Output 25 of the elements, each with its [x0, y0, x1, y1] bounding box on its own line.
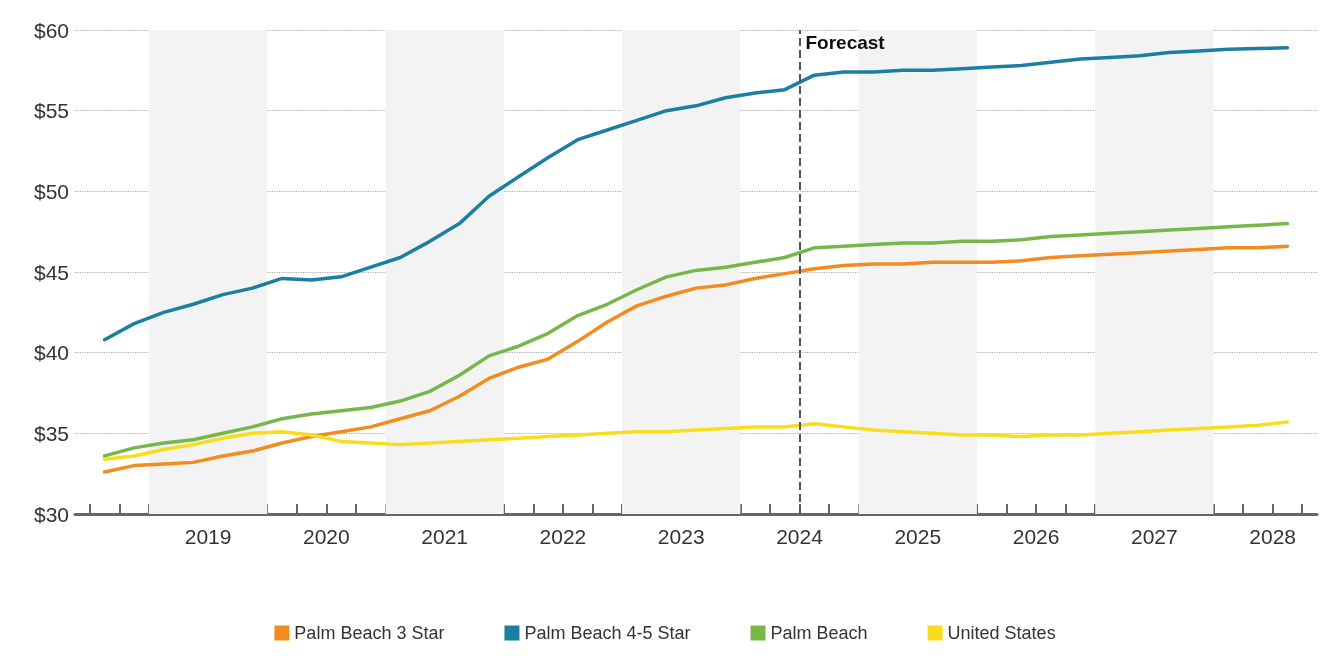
y-tick-label: $40	[33, 341, 69, 365]
x-tick-label: 2027	[1131, 525, 1178, 548]
y-tick-label: $30	[33, 502, 69, 526]
legend-label: United States	[947, 623, 1056, 643]
x-tick-label: 2020	[303, 525, 350, 548]
x-tick-label: 2026	[1012, 525, 1060, 548]
line-series	[102, 244, 1290, 474]
x-tick-label: 2022	[539, 525, 587, 548]
line-series	[102, 420, 1290, 461]
line-series	[102, 221, 1290, 458]
legend-label: Palm Beach	[770, 623, 868, 643]
y-tick-label: $55	[33, 99, 69, 123]
x-tick-label: 2023	[657, 525, 705, 548]
y-tick-label: $50	[33, 179, 69, 203]
x-tick-label: 2025	[894, 525, 942, 548]
x-tick-label: 2019	[184, 525, 232, 548]
y-tick-label: $60	[33, 18, 69, 42]
x-tick-label: 2024	[776, 525, 824, 548]
ref-line-label: Forecast	[805, 32, 886, 53]
x-tick-label: 2021	[421, 525, 468, 548]
y-tick-label: $45	[33, 260, 69, 284]
legend-label: Palm Beach 4-5 Star	[524, 623, 691, 643]
y-tick-label: $35	[33, 421, 69, 445]
x-tick-label: 2028	[1249, 525, 1296, 548]
legend-label: Palm Beach 3 Star	[294, 623, 445, 643]
